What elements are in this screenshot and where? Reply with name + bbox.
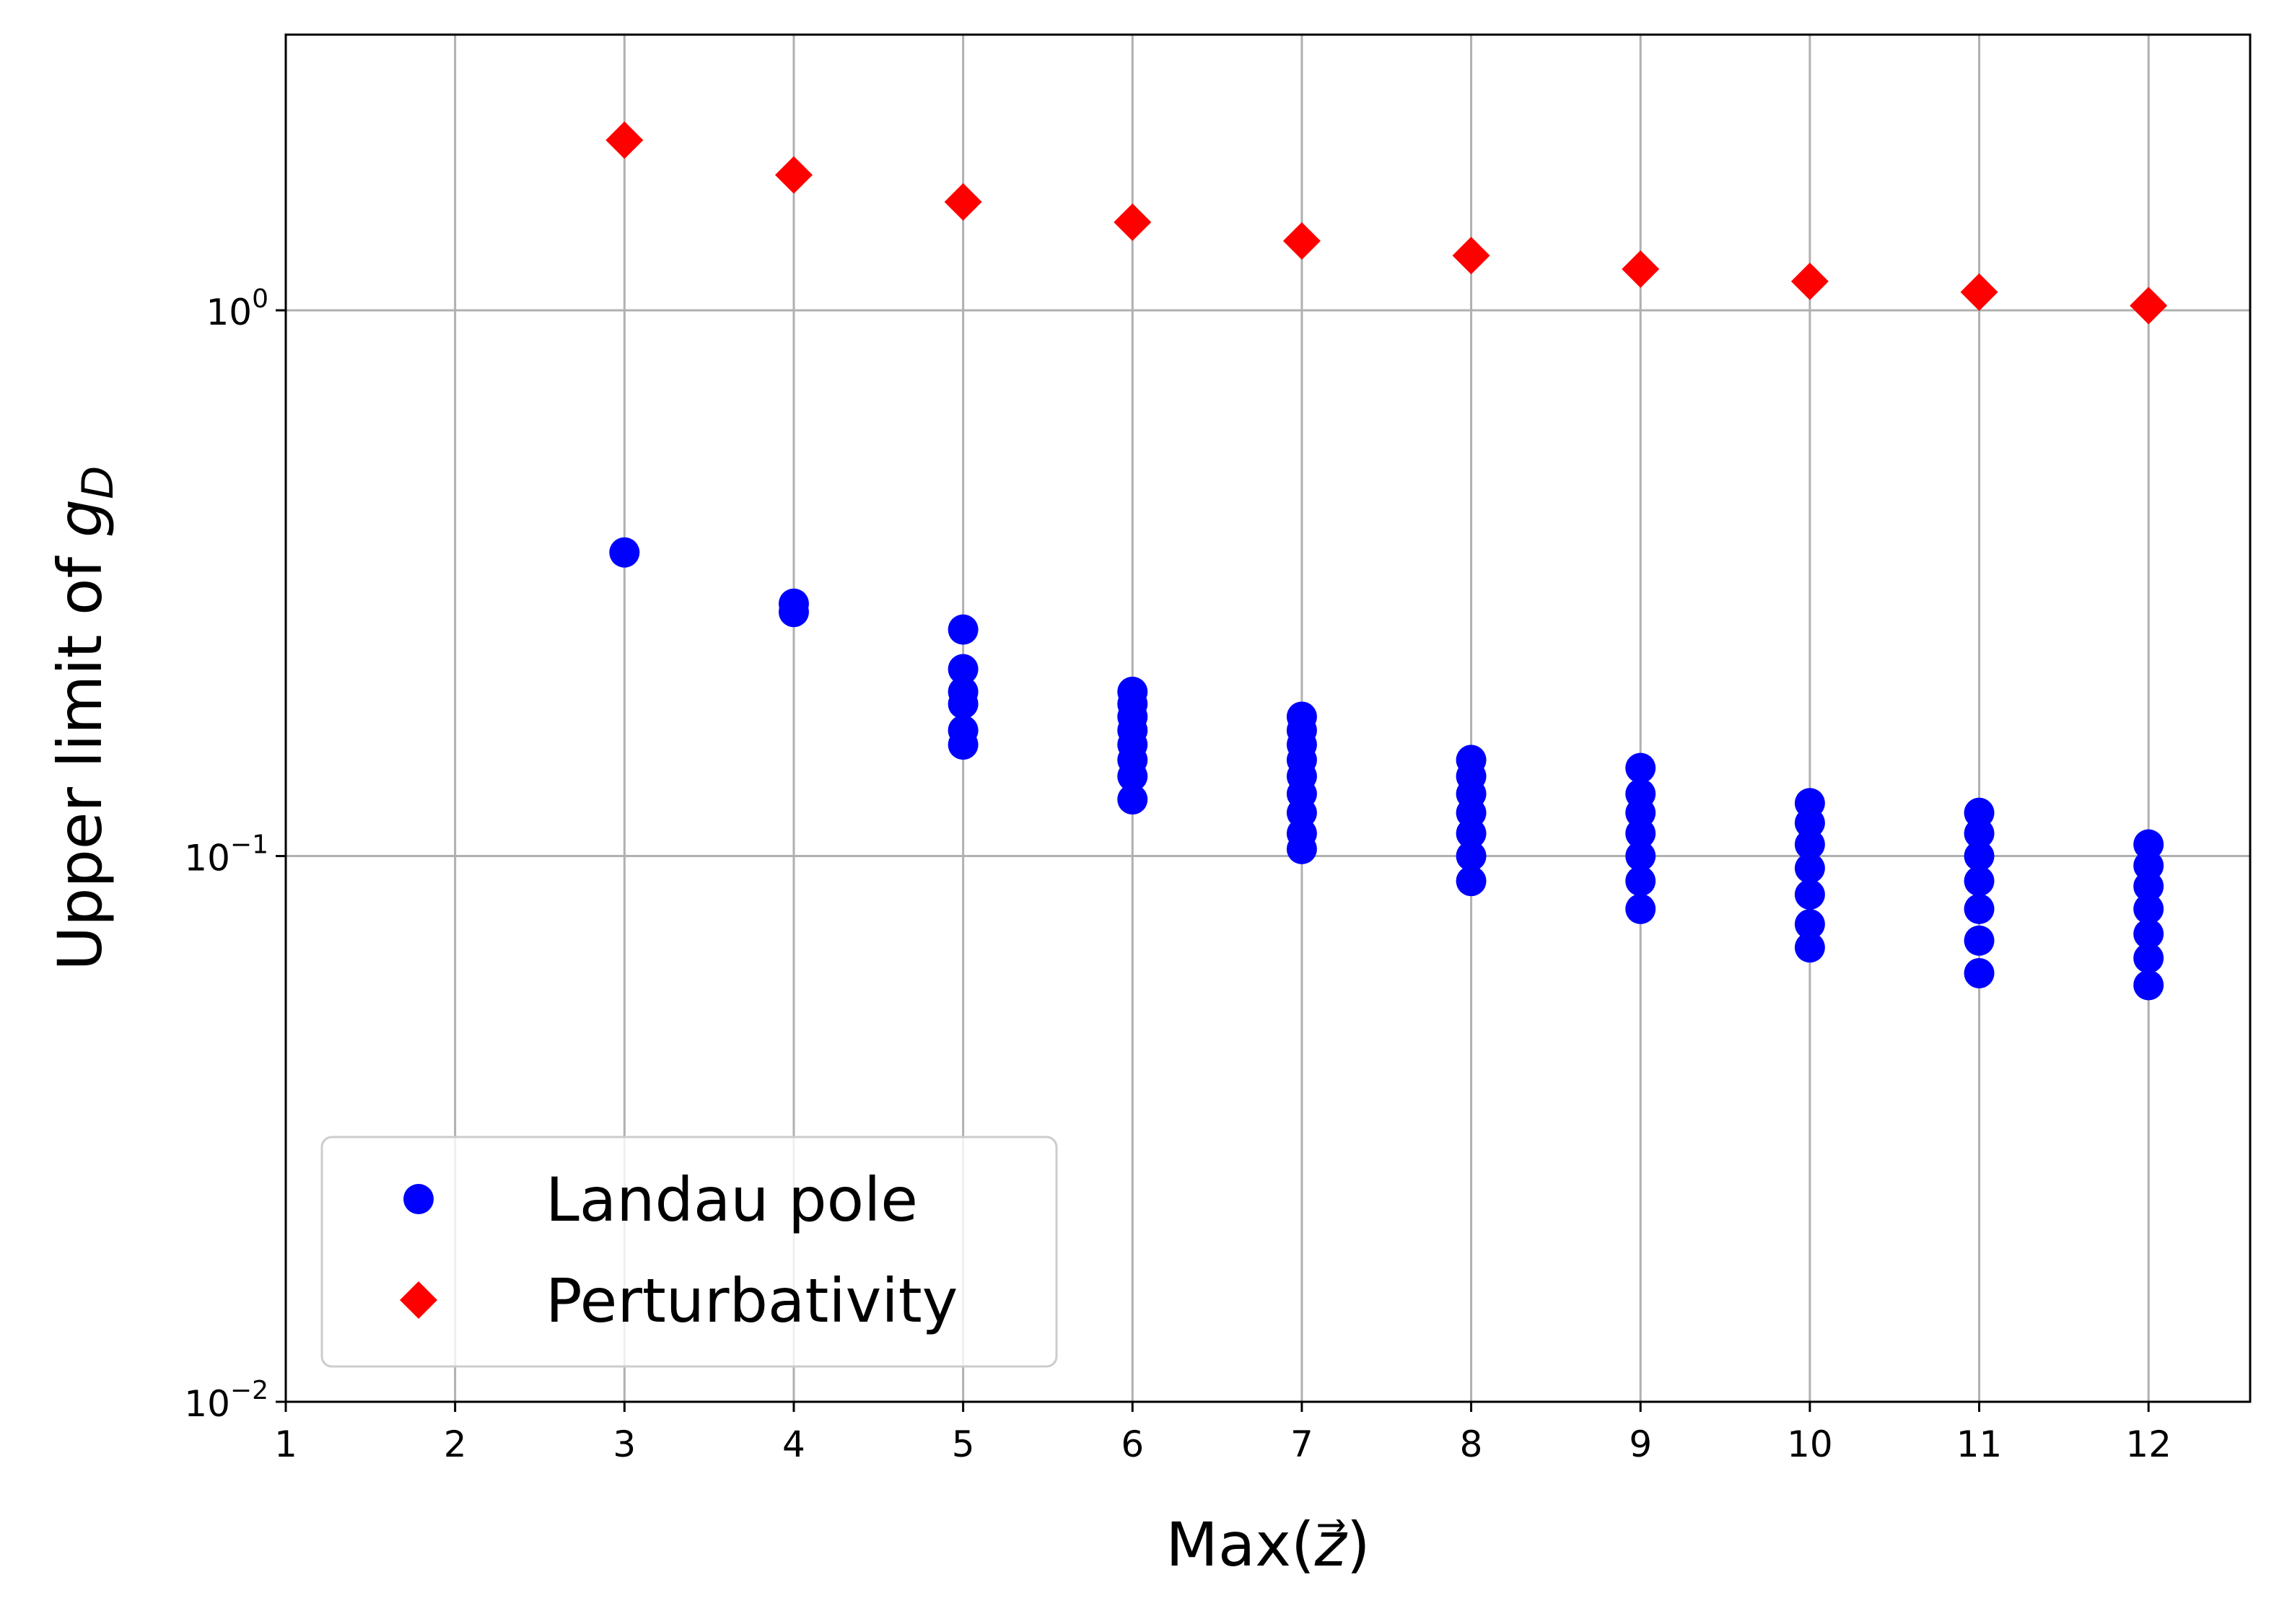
- legend-label-landau-pole: Landau pole: [546, 1164, 918, 1235]
- data-points: [605, 121, 2168, 1001]
- x-tick-label: 8: [1460, 1423, 1483, 1465]
- landau-pole-point: [1794, 879, 1825, 910]
- y-axis-title: Upper limit of gD: [45, 466, 123, 971]
- x-tick-label: 6: [1121, 1423, 1144, 1465]
- landau-pole-point: [1117, 676, 1148, 707]
- landau-pole-point: [1964, 893, 1995, 924]
- landau-pole-point: [1794, 788, 1825, 819]
- landau-pole-point: [1456, 745, 1487, 776]
- landau-pole-point: [1286, 701, 1317, 732]
- perturbativity-point: [605, 121, 644, 159]
- plot-frame: [284, 33, 2252, 1403]
- landau-pole-point: [609, 537, 640, 568]
- landau-pole-point: [1964, 866, 1995, 897]
- y-tick-label: 10−2: [184, 1376, 268, 1425]
- landau-pole-point: [2133, 970, 2164, 1001]
- landau-pole-point: [1794, 853, 1825, 884]
- x-axis-title: Max(z⃗): [1165, 1509, 1370, 1580]
- landau-pole-point: [1964, 957, 1995, 988]
- landau-pole-point: [1794, 909, 1825, 940]
- landau-pole-point: [948, 614, 979, 645]
- landau-pole-point: [1456, 840, 1487, 872]
- x-tick-label: 1: [274, 1423, 297, 1465]
- legend-box: [320, 1136, 1058, 1368]
- perturbativity-point: [944, 183, 982, 221]
- landau-pole-point: [1117, 784, 1148, 815]
- x-tick-label: 3: [613, 1423, 636, 1465]
- perturbativity-point: [2130, 286, 2168, 325]
- perturbativity-point: [1622, 250, 1660, 288]
- perturbativity-point: [774, 156, 813, 194]
- landau-pole-point: [1964, 797, 1995, 828]
- landau-pole-point: [2133, 893, 2164, 924]
- perturbativity-point: [1282, 221, 1321, 260]
- x-tick-label: 5: [952, 1423, 975, 1465]
- landau-pole-point: [948, 676, 979, 707]
- legend-label-perturbativity: Perturbativity: [546, 1265, 958, 1336]
- x-tick-label: 11: [1956, 1423, 2003, 1465]
- landau-pole-point: [778, 588, 809, 619]
- legend-marker-symbol: [400, 1281, 437, 1319]
- x-tick-label: 4: [782, 1423, 805, 1465]
- landau-pole-point: [1625, 752, 1656, 784]
- landau-pole-point: [1964, 925, 1995, 956]
- x-tick-label: 2: [444, 1423, 467, 1465]
- perturbativity-point: [1960, 273, 1998, 311]
- perturbativity-point: [1114, 203, 1152, 242]
- landau-pole-point: [2133, 829, 2164, 860]
- landau-pole-point: [948, 715, 979, 746]
- perturbativity-point: [1452, 237, 1490, 275]
- landau-pole-point: [2133, 918, 2164, 949]
- legend-marker-symbol: [403, 1184, 434, 1214]
- legend-marker-perturbativity: [400, 1281, 437, 1319]
- landau-pole-point: [948, 654, 979, 685]
- landau-pole-point: [1625, 866, 1656, 897]
- x-tick-label: 7: [1290, 1423, 1313, 1465]
- landau-pole-point: [1625, 893, 1656, 924]
- perturbativity-point: [1790, 262, 1829, 300]
- x-tick-label: 12: [2125, 1423, 2171, 1465]
- y-tick-label: 100: [206, 284, 268, 333]
- landau-pole-point: [1964, 840, 1995, 872]
- landau-pole-point: [1794, 932, 1825, 963]
- landau-pole-point: [1625, 840, 1656, 872]
- landau-pole-point: [2133, 943, 2164, 974]
- landau-pole-point: [2133, 850, 2164, 881]
- landau-pole-point: [1625, 778, 1656, 809]
- legend-marker-landau-pole: [403, 1184, 434, 1214]
- x-tick-label: 9: [1629, 1423, 1652, 1465]
- legend: Landau pole Perturbativity: [320, 1136, 1058, 1368]
- y-tick-label: 10−1: [184, 830, 268, 879]
- x-tick-label: 10: [1787, 1423, 1833, 1465]
- landau-pole-point: [1794, 829, 1825, 860]
- landau-pole-point: [1456, 866, 1487, 897]
